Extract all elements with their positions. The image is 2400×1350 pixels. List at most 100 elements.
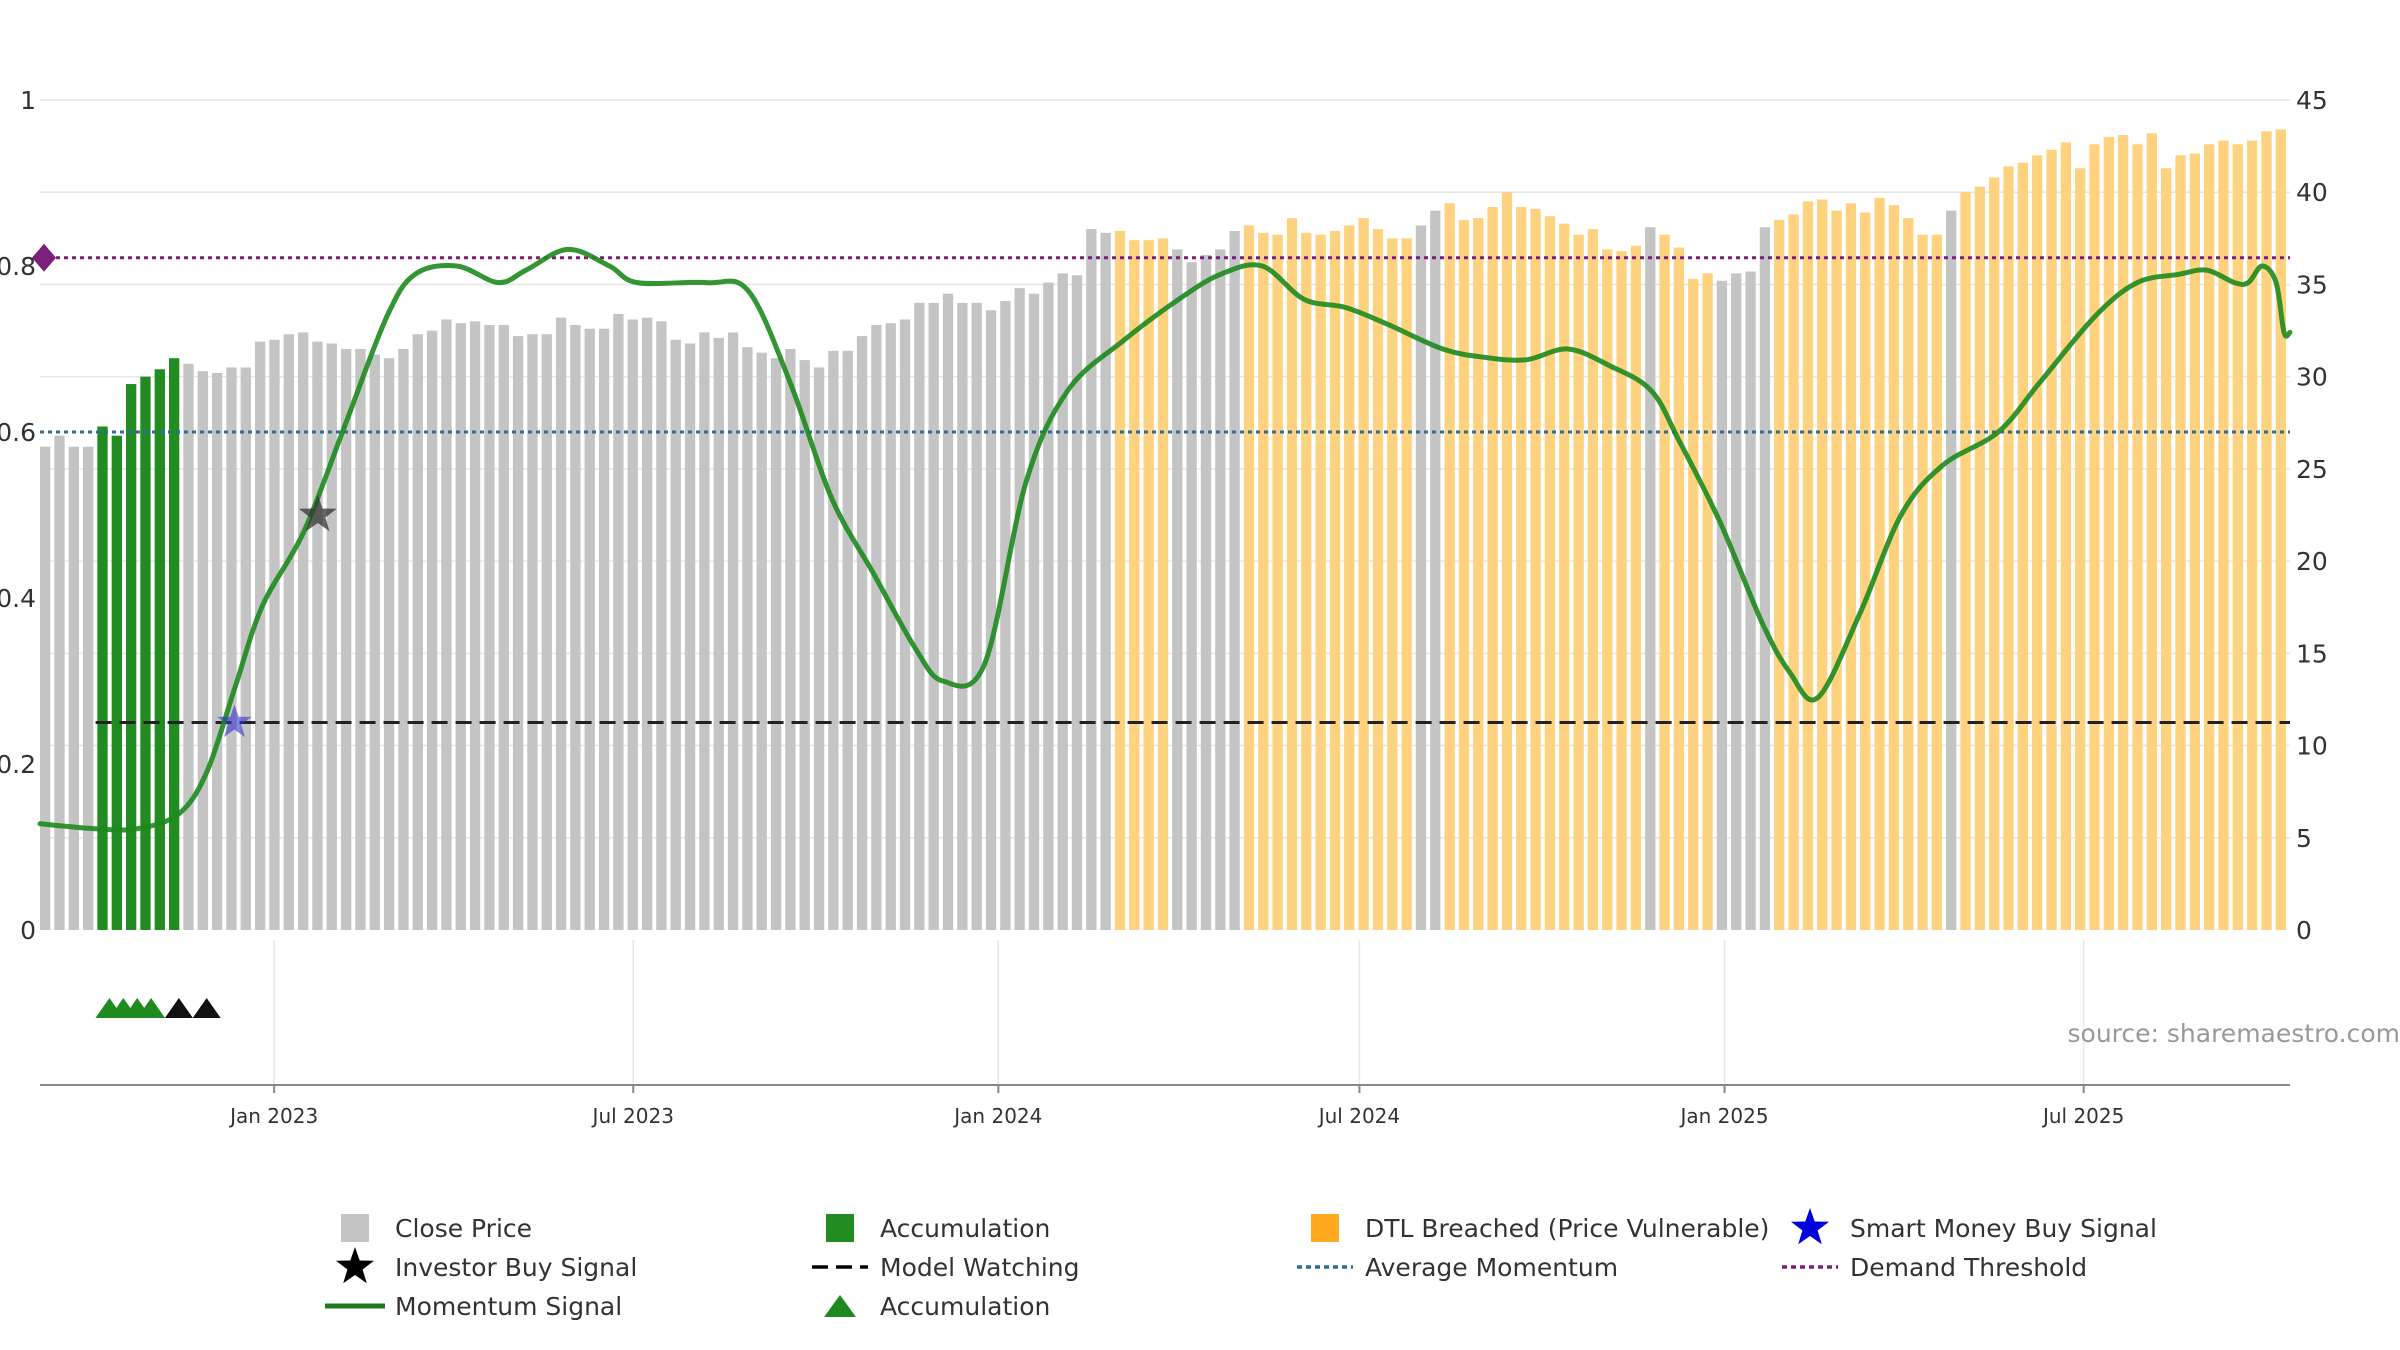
close-price-bar bbox=[355, 349, 366, 930]
close-price-bar bbox=[283, 334, 294, 930]
legend-item: Investor Buy Signal bbox=[336, 1247, 637, 1284]
close-price-bar bbox=[1071, 275, 1083, 931]
close-price-bar bbox=[1587, 229, 1599, 931]
source-label: source: sharemaestro.com bbox=[2068, 1019, 2400, 1048]
close-price-bar bbox=[641, 317, 653, 930]
legend-label: Accumulation bbox=[880, 1292, 1050, 1321]
legend-star-icon bbox=[1791, 1208, 1829, 1245]
close-price-bar bbox=[2046, 149, 2057, 931]
close-price-bar bbox=[297, 332, 309, 930]
close-price-bar bbox=[1415, 225, 1427, 931]
close-price-bar bbox=[1602, 249, 1613, 930]
close-price-bar bbox=[2247, 140, 2258, 930]
close-price-bar bbox=[183, 363, 194, 930]
close-price-bar bbox=[1559, 223, 1570, 930]
close-price-bar bbox=[2204, 144, 2215, 930]
close-price-bar bbox=[2275, 129, 2286, 930]
legend-swatch bbox=[1311, 1214, 1339, 1242]
close-price-bar bbox=[1831, 210, 1842, 931]
close-price-bar bbox=[197, 371, 208, 930]
close-price-bar bbox=[1114, 230, 1126, 930]
close-price-bar bbox=[1200, 254, 1212, 930]
close-price-bar bbox=[1659, 234, 1670, 930]
close-price-bar bbox=[1960, 192, 1971, 931]
close-price-bar bbox=[1458, 219, 1470, 930]
close-price-bar bbox=[2232, 144, 2243, 930]
close-price-bar bbox=[1157, 238, 1169, 930]
close-price-bar bbox=[971, 302, 982, 930]
demand-threshold-marker bbox=[32, 243, 56, 272]
close-price-bar bbox=[1258, 232, 1269, 931]
close-price-bar bbox=[584, 328, 595, 931]
close-price-bar bbox=[512, 336, 524, 931]
close-price-bar bbox=[1473, 218, 1484, 931]
legend-label: Momentum Signal bbox=[395, 1292, 622, 1321]
close-price-bar bbox=[398, 349, 409, 930]
close-price-bar bbox=[1272, 234, 1283, 930]
legend-label: Smart Money Buy Signal bbox=[1850, 1214, 2157, 1243]
close-price-bar bbox=[1057, 273, 1068, 930]
close-price-bar bbox=[1215, 249, 1226, 930]
close-price-bar bbox=[1931, 234, 1943, 930]
close-price-bar bbox=[613, 313, 624, 931]
close-price-bar bbox=[2118, 135, 2129, 931]
close-price-bar bbox=[1401, 238, 1412, 930]
close-price-bar bbox=[1673, 247, 1685, 930]
close-price-bar bbox=[570, 325, 581, 930]
legend-star-icon bbox=[336, 1247, 374, 1284]
close-price-bar bbox=[1129, 240, 1140, 930]
legend-item: Average Momentum bbox=[1297, 1253, 1618, 1282]
close-price-bar bbox=[1817, 199, 1828, 931]
close-price-bar bbox=[1989, 177, 2000, 931]
close-price-bar bbox=[111, 435, 122, 930]
close-price-bar bbox=[1788, 214, 1799, 931]
close-price-bar bbox=[484, 325, 495, 930]
close-price-bar bbox=[799, 360, 810, 930]
close-price-bar bbox=[828, 350, 839, 931]
close-price-bar bbox=[2103, 136, 2115, 930]
close-price-bar bbox=[383, 358, 395, 931]
close-price-bar bbox=[1845, 203, 1857, 931]
legend-item: Demand Threshold bbox=[1782, 1253, 2087, 1282]
close-price-bar bbox=[1143, 240, 1154, 930]
close-price-bar bbox=[770, 358, 782, 931]
signal-markers bbox=[95, 495, 337, 1018]
close-price-bar bbox=[2089, 144, 2100, 930]
reference-lines bbox=[32, 243, 2290, 724]
close-price-bar bbox=[527, 334, 538, 930]
legend-label: Model Watching bbox=[880, 1253, 1080, 1282]
close-price-bar bbox=[670, 339, 681, 930]
close-price-bar bbox=[1344, 225, 1355, 931]
legend-triangle-icon bbox=[824, 1295, 856, 1317]
close-price-bar bbox=[914, 302, 925, 930]
close-price-bar bbox=[1974, 186, 1986, 930]
close-price-bar bbox=[1172, 249, 1183, 930]
legend-item: DTL Breached (Price Vulnerable) bbox=[1311, 1214, 1769, 1243]
close-price-bar bbox=[1702, 273, 1713, 930]
close-price-bar bbox=[1516, 206, 1527, 931]
close-price-bar bbox=[1946, 210, 1957, 931]
close-price-bar bbox=[942, 293, 954, 930]
close-price-bar bbox=[727, 332, 739, 930]
close-price-bar bbox=[140, 376, 151, 930]
x-axis-tick-label: Jan 2023 bbox=[228, 1104, 318, 1128]
close-price-bar bbox=[498, 325, 509, 930]
right-axis-tick-label: 5 bbox=[2296, 824, 2312, 853]
legend-label: Average Momentum bbox=[1365, 1253, 1618, 1282]
close-price-bar bbox=[97, 426, 108, 930]
close-price-bar bbox=[1043, 282, 1054, 931]
legend-swatch bbox=[341, 1214, 369, 1242]
close-price-bar bbox=[154, 369, 165, 930]
right-axis-tick-label: 0 bbox=[2296, 916, 2312, 945]
legend-swatch bbox=[826, 1214, 854, 1242]
close-price-bar bbox=[555, 317, 567, 930]
close-price-bar bbox=[426, 330, 438, 930]
x-axis-tick-label: Jul 2024 bbox=[1317, 1104, 1400, 1128]
close-price-bar bbox=[1186, 262, 1197, 930]
close-price-bar bbox=[713, 337, 724, 930]
right-axis-tick-label: 25 bbox=[2296, 455, 2328, 484]
close-price-bar bbox=[168, 358, 180, 931]
close-price-bar bbox=[326, 343, 337, 931]
close-price-bar bbox=[1688, 278, 1699, 930]
legend-item: Accumulation bbox=[824, 1292, 1050, 1321]
